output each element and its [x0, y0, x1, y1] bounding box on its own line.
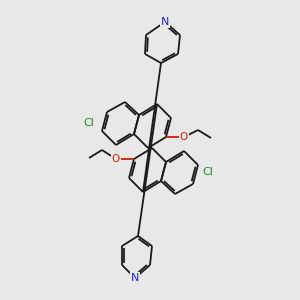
Text: Cl: Cl [202, 167, 213, 177]
Text: O: O [112, 154, 120, 164]
Text: N: N [131, 273, 139, 283]
Text: Cl: Cl [84, 118, 94, 128]
Text: N: N [161, 17, 169, 27]
Text: O: O [180, 132, 188, 142]
